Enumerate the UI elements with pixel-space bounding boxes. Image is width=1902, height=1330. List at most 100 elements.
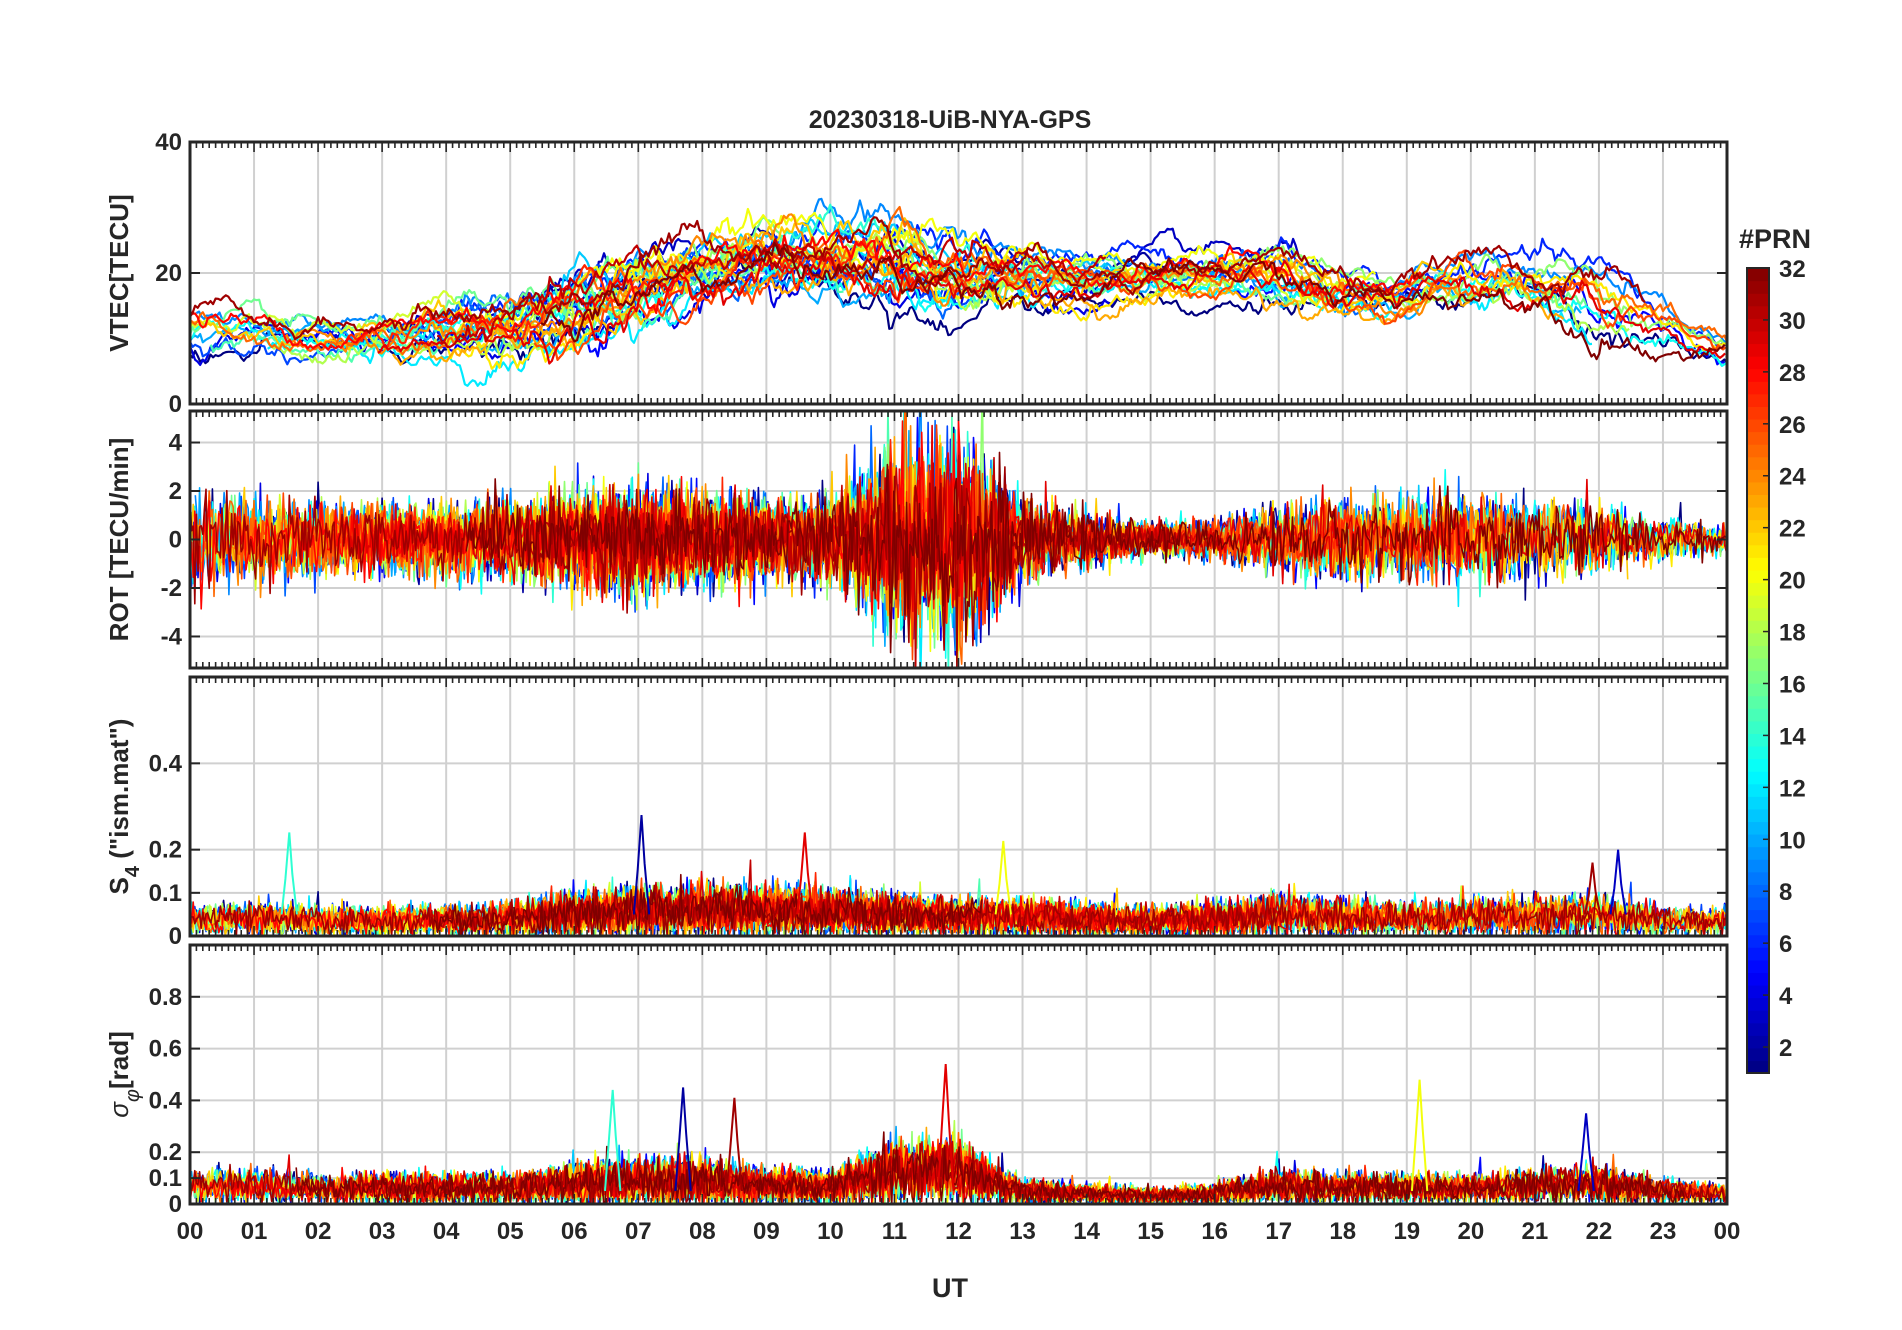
colorbar-segment bbox=[1747, 356, 1769, 370]
y-tick-label: 0.8 bbox=[149, 984, 182, 1011]
colorbar-segment bbox=[1747, 922, 1769, 936]
colorbar-segment bbox=[1747, 494, 1769, 508]
y-tick-label: 0 bbox=[169, 391, 182, 418]
peak-mark bbox=[796, 832, 814, 915]
colorbar-segment bbox=[1747, 808, 1769, 823]
x-tick-label: 06 bbox=[561, 1218, 588, 1245]
colorbar-segment bbox=[1747, 381, 1769, 395]
x-tick-label: 19 bbox=[1393, 1218, 1420, 1245]
peak-mark bbox=[280, 832, 298, 915]
colorbar-segment bbox=[1747, 444, 1769, 458]
colorbar-segment bbox=[1747, 771, 1769, 785]
x-tick-label: 16 bbox=[1201, 1218, 1228, 1245]
colorbar-segment bbox=[1747, 393, 1769, 407]
x-tick-label: 02 bbox=[305, 1218, 332, 1245]
peak-mark bbox=[674, 1087, 692, 1192]
colorbar-segment bbox=[1747, 330, 1769, 345]
colorbar-segment bbox=[1747, 293, 1769, 307]
colorbar-segment bbox=[1747, 783, 1769, 797]
x-tick-label: 08 bbox=[689, 1218, 716, 1245]
y-tick-label: 0.4 bbox=[149, 750, 183, 777]
colorbar-tick-label: 32 bbox=[1779, 256, 1806, 283]
colorbar-title: #PRN bbox=[1739, 224, 1811, 254]
y-axis-label-main: S bbox=[104, 877, 134, 894]
peak-mark bbox=[632, 815, 651, 915]
x-axis-label: UT bbox=[932, 1273, 968, 1303]
colorbar-segment bbox=[1747, 884, 1769, 898]
colorbar-segment bbox=[1747, 909, 1769, 923]
y-tick-label: 20 bbox=[155, 260, 182, 287]
x-tick-label: 22 bbox=[1586, 1218, 1613, 1245]
colorbar-segment bbox=[1747, 645, 1769, 659]
colorbar-segment bbox=[1747, 834, 1769, 848]
colorbar-segment bbox=[1747, 670, 1769, 684]
y-tick-label: 0.1 bbox=[149, 880, 182, 907]
colorbar-segment bbox=[1747, 821, 1769, 835]
y-axis-label-sub: φ bbox=[122, 1089, 144, 1102]
series-prn-30 bbox=[377, 1140, 1689, 1204]
colorbar-segment bbox=[1747, 318, 1769, 332]
peak-mark bbox=[604, 1089, 622, 1192]
y-axis-label: ROT [TECU/min] bbox=[104, 438, 134, 642]
colorbar-segment bbox=[1747, 305, 1769, 319]
y-tick-label: -2 bbox=[161, 575, 182, 602]
panel-rot: -4 -2 0 2 4 ROT [TECU/min] bbox=[104, 409, 1729, 670]
colorbar-segment bbox=[1747, 620, 1769, 634]
colorbar-segment bbox=[1747, 632, 1769, 646]
colorbar-segment bbox=[1747, 934, 1769, 948]
panel-sigma_phi: 00.10.20.40.60.8σφ[rad] bbox=[104, 943, 1729, 1218]
colorbar-segment bbox=[1747, 569, 1769, 584]
colorbar-segment bbox=[1747, 519, 1769, 533]
colorbar-tick-label: 8 bbox=[1779, 879, 1792, 906]
colorbar-segment bbox=[1747, 418, 1769, 433]
x-tick-label: 09 bbox=[753, 1218, 780, 1245]
peak-mark bbox=[1609, 849, 1627, 915]
colorbar-segment bbox=[1747, 431, 1769, 445]
colorbar-segment bbox=[1747, 708, 1769, 722]
colorbar-frame bbox=[1746, 267, 1770, 1074]
colorbar-segment bbox=[1747, 532, 1769, 546]
colorbar-segment bbox=[1747, 896, 1769, 911]
colorbar-segment bbox=[1747, 758, 1769, 772]
y-tick-label: 0 bbox=[169, 527, 182, 554]
x-tick-label: 10 bbox=[817, 1218, 844, 1245]
colorbar-tick-label: 22 bbox=[1779, 516, 1806, 543]
colorbar-segment bbox=[1747, 456, 1769, 470]
y-tick-label: 0 bbox=[169, 1191, 182, 1218]
y-tick-label: 0.2 bbox=[149, 1139, 182, 1166]
chart-title: 20230318-UiB-NYA-GPS bbox=[809, 106, 1092, 134]
peak-mark bbox=[1577, 1113, 1595, 1192]
series-prn-32 bbox=[465, 451, 1727, 654]
colorbar-segment bbox=[1747, 481, 1769, 496]
panel-s4: 00.10.20.4S4 ("ism.mat") bbox=[104, 675, 1729, 950]
x-tick-label: 05 bbox=[497, 1218, 524, 1245]
series-group bbox=[190, 197, 1727, 387]
colorbar-tick-label: 24 bbox=[1779, 464, 1806, 491]
colorbar-segment bbox=[1747, 544, 1769, 558]
colorbar-segment bbox=[1747, 733, 1769, 747]
colorbar-segment bbox=[1747, 607, 1769, 621]
colorbar-segment bbox=[1747, 582, 1769, 596]
colorbar-tick-label: 4 bbox=[1779, 983, 1793, 1010]
panel-frame bbox=[188, 675, 1729, 938]
colorbar-segment bbox=[1747, 406, 1769, 420]
x-tick-label: 14 bbox=[1073, 1218, 1100, 1245]
colorbar-tick-label: 12 bbox=[1779, 775, 1806, 802]
colorbar-segment bbox=[1747, 280, 1769, 294]
x-tick-label: 23 bbox=[1650, 1218, 1677, 1245]
panel-vtec: 0 20 40 VTEC[TECU] bbox=[104, 129, 1729, 418]
colorbar-tick-label: 6 bbox=[1779, 931, 1792, 958]
colorbar-segment bbox=[1747, 595, 1769, 609]
series-prn-30 bbox=[436, 236, 1107, 348]
colorbar-segment bbox=[1747, 343, 1769, 357]
series-prn-17 bbox=[487, 233, 1727, 352]
colorbar-tick-label: 20 bbox=[1779, 568, 1806, 595]
colorbar-segment bbox=[1747, 1047, 1769, 1062]
x-tick-label: 20 bbox=[1457, 1218, 1484, 1245]
y-tick-label: -4 bbox=[161, 623, 183, 650]
series-group bbox=[190, 1064, 1727, 1204]
colorbar-segment bbox=[1747, 720, 1769, 734]
colorbar-segment bbox=[1747, 959, 1769, 973]
